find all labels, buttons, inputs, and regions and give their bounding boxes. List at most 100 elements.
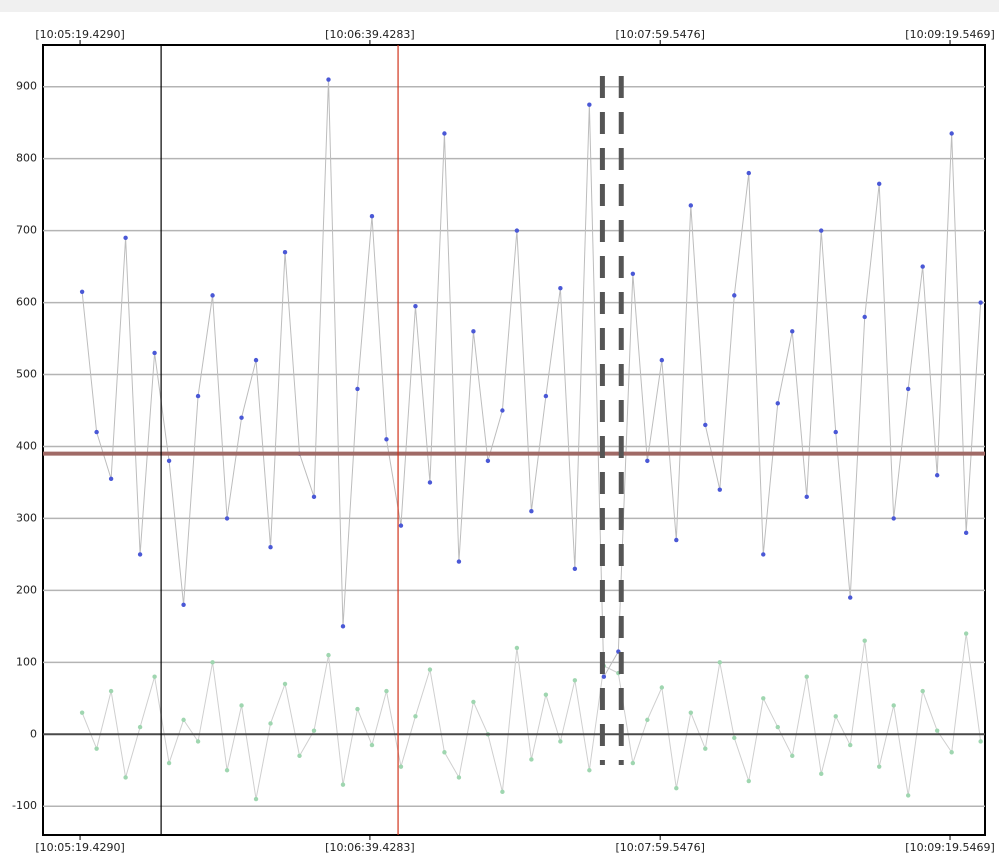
data-point	[398, 764, 404, 769]
y-tick-label: 200	[16, 583, 37, 596]
data-point	[746, 170, 751, 176]
data-point	[326, 77, 331, 82]
data-point	[297, 753, 302, 759]
data-point	[137, 724, 143, 730]
data-point	[601, 674, 607, 679]
y-tick-label: 0	[30, 727, 37, 740]
data-point	[833, 714, 838, 719]
data-point	[891, 516, 896, 521]
data-point	[732, 735, 737, 741]
data-point	[311, 728, 317, 733]
data-point	[253, 796, 259, 802]
y-tick-label: 100	[16, 655, 37, 668]
data-point	[239, 415, 244, 420]
data-point	[442, 131, 447, 136]
data-point	[558, 739, 563, 744]
data-point	[877, 764, 882, 769]
data-point	[920, 688, 925, 694]
data-point	[268, 721, 273, 726]
data-point	[746, 778, 751, 784]
data-point	[905, 386, 911, 392]
data-point	[239, 703, 244, 708]
data-point	[195, 739, 201, 744]
data-point	[920, 264, 925, 269]
data-point	[79, 289, 85, 294]
data-point	[108, 688, 114, 694]
data-point	[384, 437, 389, 442]
y-tick-label: 400	[16, 439, 37, 452]
data-point	[877, 181, 882, 187]
data-point	[456, 559, 462, 564]
data-point	[775, 401, 780, 406]
data-point	[94, 746, 99, 751]
data-point	[848, 742, 853, 748]
data-point	[529, 509, 534, 514]
plot-area	[42, 44, 986, 836]
data-point	[543, 393, 549, 399]
data-point	[587, 102, 592, 107]
data-point	[674, 786, 679, 791]
data-point	[819, 228, 824, 233]
data-point	[659, 357, 665, 363]
y-tick-label: 500	[16, 368, 37, 381]
data-point	[369, 214, 375, 219]
data-point	[978, 300, 983, 305]
data-point	[152, 674, 157, 679]
x-tick-label: [10:06:39.4283]	[325, 841, 414, 854]
y-tick-label: 700	[16, 224, 37, 237]
data-point	[963, 530, 969, 536]
x-tick-label: [10:09:19.5469]	[905, 28, 994, 41]
data-point	[732, 293, 737, 298]
data-point	[572, 566, 578, 571]
data-point	[949, 131, 954, 136]
data-point	[543, 692, 549, 697]
data-point	[934, 473, 940, 478]
x-tick-label: [10:07:59.5476]	[615, 28, 704, 41]
data-point	[282, 681, 288, 687]
data-point	[210, 293, 215, 298]
data-point	[572, 678, 578, 683]
data-point	[862, 638, 867, 643]
data-point	[949, 750, 954, 755]
data-point	[355, 386, 360, 392]
data-point	[558, 285, 563, 291]
data-point	[413, 303, 418, 309]
data-point	[456, 775, 462, 780]
data-point	[340, 624, 346, 629]
data-point	[761, 552, 766, 557]
x-tick-label: [10:06:39.4283]	[325, 28, 414, 41]
data-point	[848, 595, 853, 600]
data-point	[166, 760, 172, 766]
data-point	[514, 228, 520, 233]
data-point	[703, 746, 708, 751]
data-point	[384, 688, 389, 694]
data-point	[645, 458, 650, 464]
data-point	[123, 775, 128, 780]
y-tick-label: 300	[16, 511, 37, 524]
data-point	[340, 782, 346, 787]
data-point	[717, 487, 722, 492]
data-point	[442, 750, 447, 755]
data-point	[195, 393, 201, 399]
data-point	[963, 631, 969, 636]
data-point	[123, 235, 128, 241]
data-point	[819, 771, 824, 777]
data-point	[630, 271, 636, 276]
y-tick-label: 800	[16, 152, 37, 165]
data-point	[790, 753, 795, 759]
data-point	[659, 685, 665, 690]
data-point	[137, 552, 143, 557]
data-point	[166, 458, 172, 464]
data-point	[645, 717, 650, 723]
data-point	[587, 768, 592, 773]
data-point	[369, 742, 375, 748]
x-tick-label: [10:09:19.5469]	[905, 841, 994, 854]
data-point	[674, 537, 679, 543]
data-point	[253, 357, 259, 363]
data-point	[717, 660, 722, 665]
data-point	[934, 728, 940, 733]
y-tick-label: 900	[16, 80, 37, 93]
data-point	[804, 494, 809, 500]
data-point	[529, 757, 534, 762]
